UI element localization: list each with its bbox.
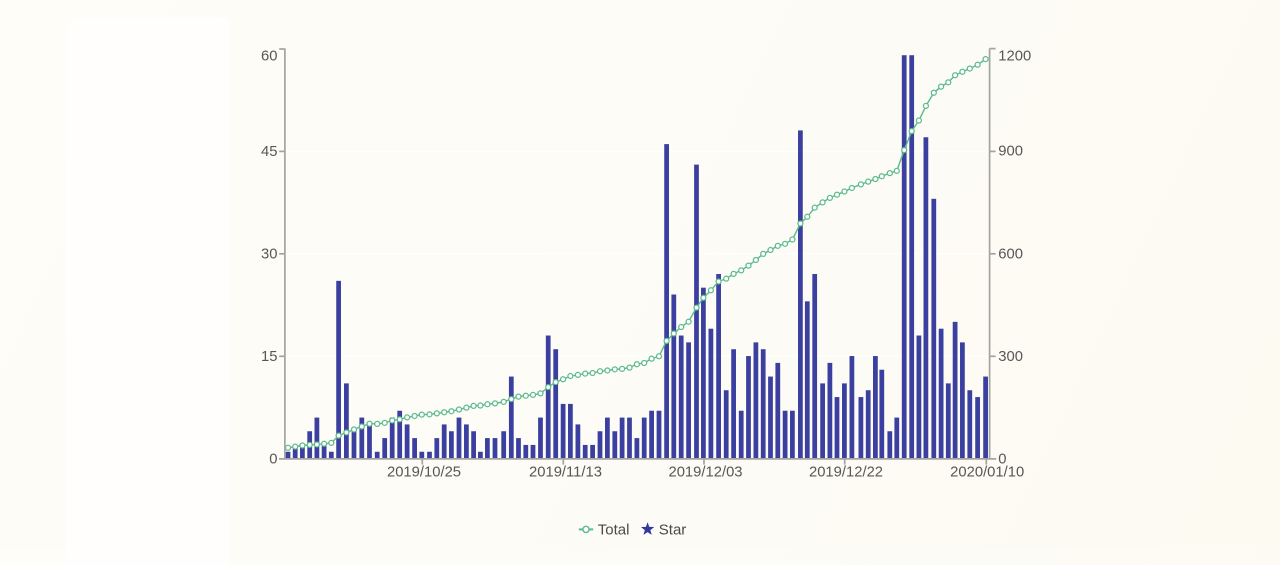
svg-text:0: 0	[269, 452, 277, 468]
svg-text:900: 900	[998, 144, 1023, 160]
svg-text:2019/12/03: 2019/12/03	[668, 465, 742, 481]
svg-text:2019/11/13: 2019/11/13	[529, 465, 602, 481]
svg-text:15: 15	[261, 349, 277, 365]
svg-text:2019/12/22: 2019/12/22	[809, 465, 883, 481]
svg-text:Total: Total	[598, 521, 630, 538]
svg-text:60: 60	[261, 48, 277, 64]
svg-text:30: 30	[261, 247, 277, 263]
svg-text:45: 45	[261, 144, 277, 160]
svg-text:600: 600	[998, 247, 1023, 263]
svg-text:1200: 1200	[998, 48, 1031, 64]
svg-text:Star: Star	[659, 521, 687, 538]
svg-text:2020/01/10: 2020/01/10	[950, 465, 1024, 481]
svg-text:2019/10/25: 2019/10/25	[387, 465, 461, 481]
svg-text:300: 300	[998, 349, 1023, 365]
svg-text:0: 0	[998, 452, 1006, 468]
